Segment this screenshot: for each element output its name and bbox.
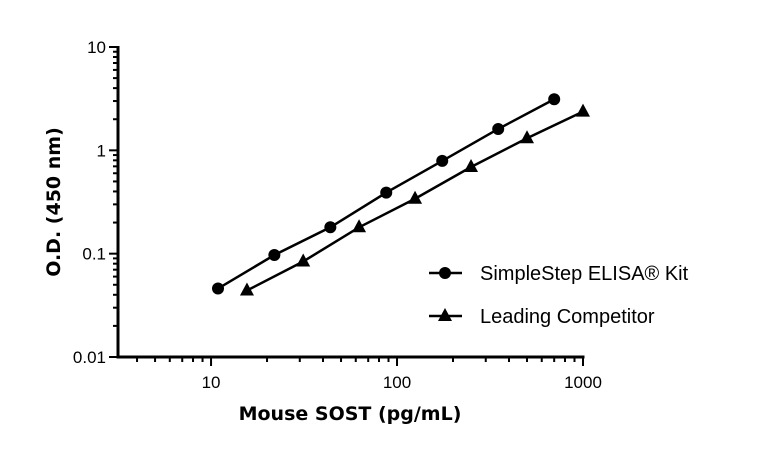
data-point-circle	[324, 221, 337, 234]
data-point-triangle	[296, 253, 311, 267]
legend-label-competitor: Leading Competitor	[480, 306, 655, 328]
y-tick-label: 0.1	[82, 245, 106, 264]
data-point-triangle	[576, 103, 590, 117]
y-tick-label: 10	[87, 38, 106, 57]
data-point-triangle	[352, 219, 367, 233]
series-layer	[212, 93, 590, 296]
legend-label-simplestep: SimpleStep ELISA® Kit	[480, 263, 689, 285]
legend: SimpleStep ELISA® Kit Leading Competitor	[429, 263, 689, 328]
data-point-triangle	[464, 158, 479, 172]
data-point-circle	[268, 249, 281, 262]
data-point-triangle	[239, 282, 254, 296]
y-tick-label: 0.01	[73, 348, 106, 367]
data-point-circle	[436, 154, 449, 167]
data-point-triangle	[520, 130, 535, 144]
data-point-triangle	[408, 190, 423, 204]
y-tick-label: 1	[97, 141, 106, 160]
legend-marker-triangle	[438, 308, 452, 321]
data-point-circle	[212, 282, 225, 295]
axes: 0.01 0.1 1 10 10 100 1000	[73, 38, 602, 392]
data-point-circle	[380, 186, 393, 199]
data-point-circle	[492, 122, 505, 135]
x-tick-label: 100	[383, 373, 411, 392]
x-tick-label: 1000	[564, 373, 602, 392]
legend-marker-circle	[439, 267, 451, 279]
x-tick-label: 10	[202, 373, 221, 392]
y-axis-title: O.D. (450 nm)	[43, 127, 65, 277]
data-point-circle	[548, 93, 561, 106]
x-axis-title: Mouse SOST (pg/mL)	[239, 403, 462, 425]
